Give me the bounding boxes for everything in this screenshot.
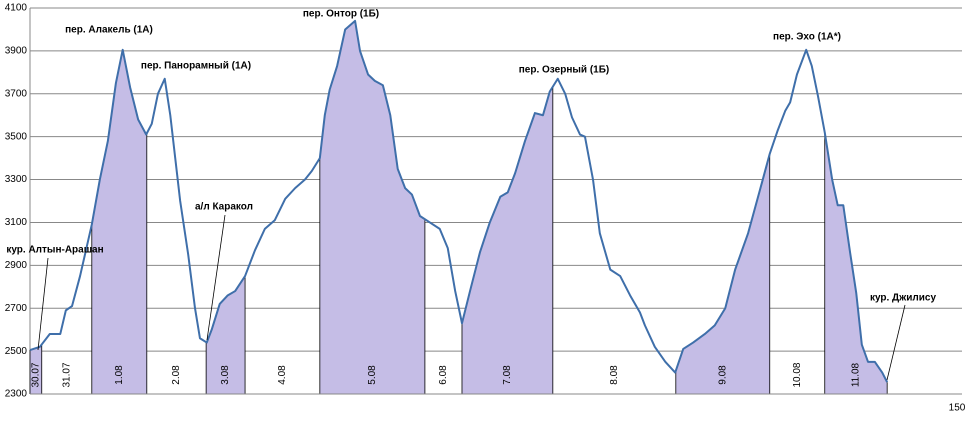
day-label: 6.08: [438, 365, 449, 385]
day-area: [30, 344, 42, 394]
day-area: [461, 86, 553, 394]
annotation: пер. Онтор (1Б): [303, 9, 379, 20]
day-label: 10.08: [792, 362, 803, 387]
y-tick-label: 3900: [5, 46, 28, 57]
y-tick-label: 3700: [5, 88, 28, 99]
y-tick-label: 2700: [5, 303, 28, 314]
day-label: 1.08: [114, 365, 125, 385]
y-tick-label: 4100: [5, 3, 28, 14]
annotation: а/л Каракол: [195, 202, 253, 213]
annotation: кур. Джилису: [870, 293, 937, 304]
x-tick-label: 150: [949, 403, 966, 414]
day-label: 5.08: [367, 365, 378, 385]
annotation: пер. Алакель (1А): [65, 25, 153, 36]
annotation-leader: [37, 257, 49, 351]
annotation: пер. Панорамный (1А): [141, 61, 251, 72]
y-tick-label: 2300: [5, 389, 28, 400]
day-label: 11.08: [851, 362, 862, 387]
y-tick-label: 3100: [5, 217, 28, 228]
day-label: 30.07: [31, 362, 42, 387]
day-label: 31.07: [61, 362, 72, 387]
annotation: кур. Алтын-Арашан: [6, 245, 103, 256]
annotation-leader: [206, 214, 226, 341]
day-area: [91, 49, 147, 395]
day-label: 9.08: [717, 365, 728, 385]
day-area: [319, 20, 425, 394]
elevation-line: [29, 19, 889, 383]
day-area: [206, 276, 246, 394]
y-tick-label: 3500: [5, 131, 28, 142]
day-area: [675, 153, 770, 394]
y-tick-label: 2900: [5, 260, 28, 271]
day-label: 2.08: [171, 365, 182, 385]
y-tick-label: 3300: [5, 174, 28, 185]
annotation: пер. Озерный (1Б): [519, 65, 609, 76]
day-area: [824, 132, 888, 394]
annotation-leader: [886, 304, 906, 381]
y-tick-label: 2500: [5, 346, 28, 357]
day-label: 8.08: [609, 365, 620, 385]
day-label: 3.08: [220, 365, 231, 385]
day-label: 4.08: [277, 365, 288, 385]
day-label: 7.08: [502, 365, 513, 385]
annotation: пер. Эхо (1А*): [773, 32, 841, 43]
